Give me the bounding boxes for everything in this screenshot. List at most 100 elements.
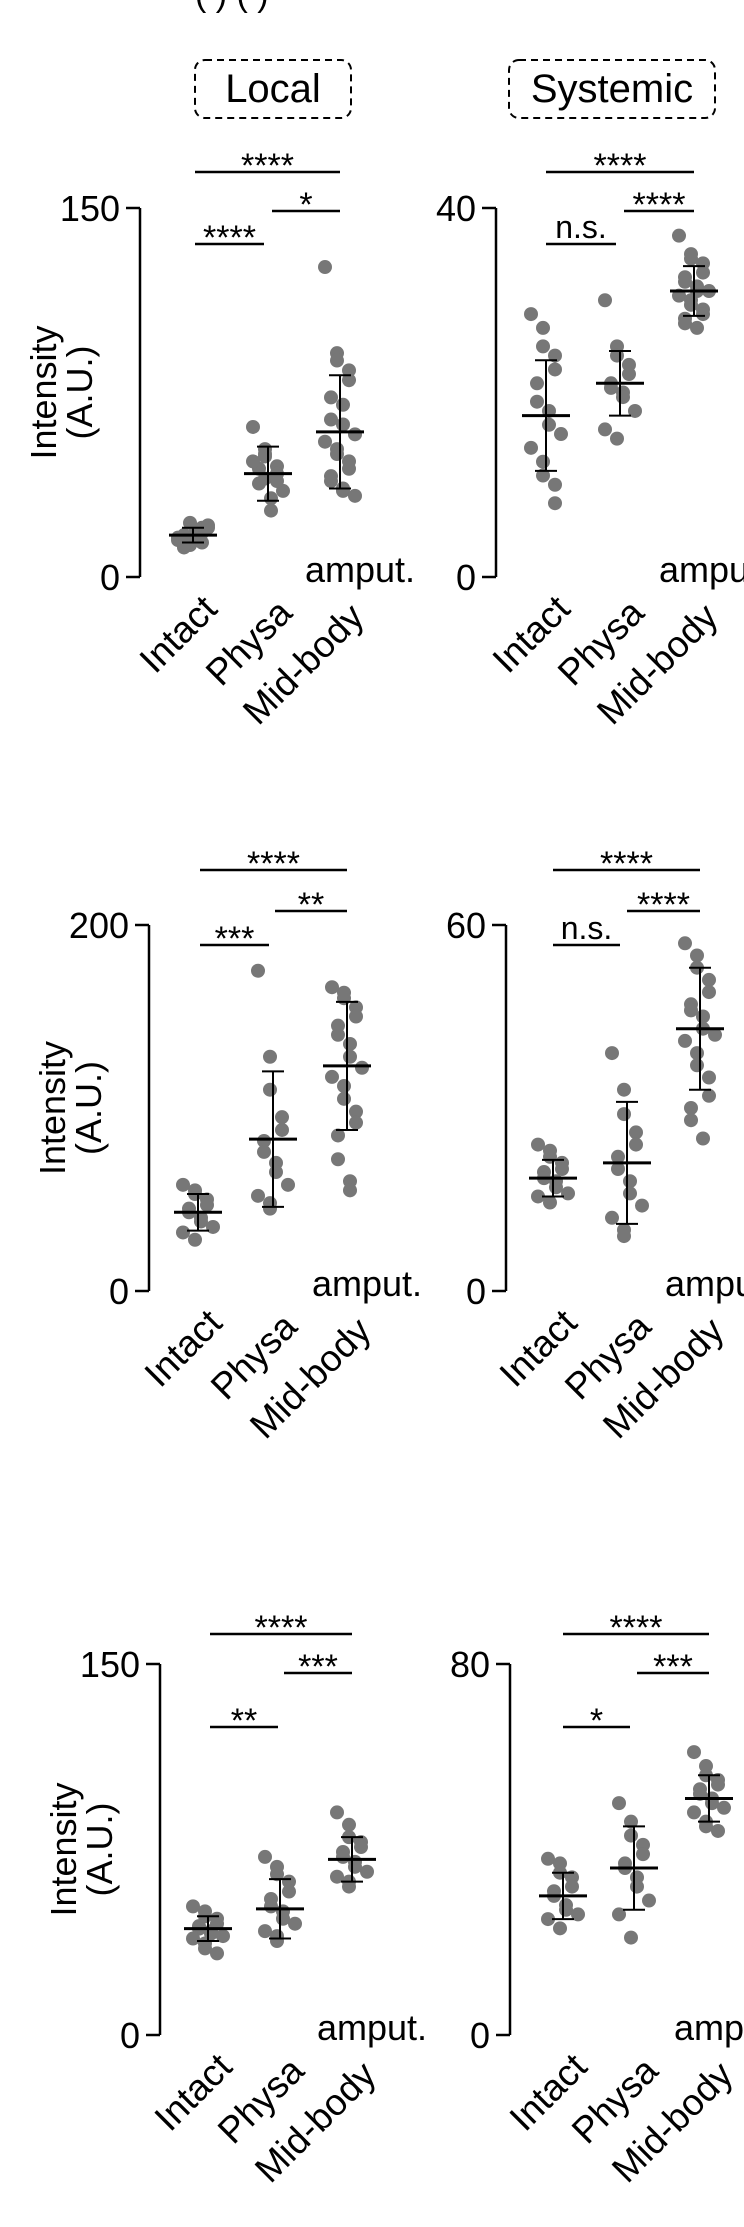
data-point: [258, 1849, 272, 1864]
data-point: [711, 1777, 725, 1792]
data-point: [325, 1069, 339, 1084]
data-point: [360, 1864, 374, 1879]
data-point: [288, 1916, 302, 1931]
data-point: [536, 468, 550, 483]
y-tick-label: 40: [436, 188, 476, 229]
data-point: [536, 454, 550, 469]
data-point: [684, 1101, 698, 1115]
data-point: [617, 1229, 631, 1244]
column-header-local-label: Local: [225, 67, 321, 111]
data-point: [348, 1859, 362, 1874]
data-point: [684, 251, 698, 266]
amput-label: amput.: [312, 1263, 422, 1304]
significance-label: ***: [215, 920, 255, 958]
data-point: [343, 1049, 357, 1064]
data-point: [543, 1149, 557, 1164]
data-point: [553, 1921, 567, 1936]
data-point: [177, 538, 191, 553]
data-point: [548, 477, 562, 492]
data-point: [331, 1152, 345, 1167]
data-point: [281, 1177, 295, 1192]
significance-label: ****: [594, 147, 647, 185]
data-point: [258, 447, 272, 461]
data-point: [711, 1823, 725, 1838]
data-point: [264, 1899, 278, 1914]
data-point: [275, 1122, 289, 1137]
data-point: [200, 1197, 214, 1212]
data-point: [561, 1186, 575, 1201]
significance-label: *: [299, 186, 312, 224]
data-point: [210, 1946, 224, 1961]
significance-label: ***: [298, 1648, 338, 1686]
data-point: [617, 1107, 631, 1122]
data-point: [188, 1232, 202, 1247]
data-point: [696, 307, 710, 322]
data-point: [282, 1884, 296, 1899]
data-point: [612, 1796, 626, 1811]
data-point: [702, 985, 716, 1000]
data-point: [690, 1058, 704, 1073]
data-point: [678, 936, 692, 951]
data-point: [337, 1079, 351, 1094]
data-point: [282, 1874, 296, 1889]
significance-label: ****: [241, 147, 294, 185]
data-point: [624, 1930, 638, 1945]
data-point: [330, 1805, 344, 1820]
data-point: [696, 1009, 710, 1024]
column-header-systemic-box: [508, 59, 716, 119]
data-point: [611, 1149, 625, 1164]
data-point: [717, 1800, 731, 1815]
data-point: [541, 1912, 555, 1927]
data-point: [702, 972, 716, 987]
data-point: [251, 963, 265, 978]
data-point: [624, 1828, 638, 1843]
data-point: [636, 1847, 650, 1862]
significance-label: ****: [633, 186, 686, 224]
data-point: [270, 1934, 284, 1949]
data-point: [263, 1082, 277, 1097]
data-point: [216, 1929, 230, 1944]
data-point: [336, 417, 350, 432]
amput-label: amput.: [674, 2007, 744, 2048]
data-point: [348, 427, 362, 442]
data-point: [678, 1033, 692, 1048]
data-point: [542, 417, 556, 432]
significance-label: **: [231, 1702, 257, 1740]
data-point: [696, 265, 710, 280]
panel-row3-local: 0150Intensity(A.U.)amput.IntactPhysaMid-…: [43, 1609, 427, 2190]
data-point: [612, 1907, 626, 1922]
panels: 0150Intensity(A.U.)amput.IntactPhysaMid-…: [23, 147, 744, 2190]
data-point: [678, 316, 692, 331]
data-point: [325, 980, 339, 995]
data-point: [348, 488, 362, 503]
data-point: [554, 427, 568, 442]
data-point: [530, 394, 544, 409]
data-point: [555, 1162, 569, 1176]
data-point: [678, 274, 692, 289]
y-axis-label: (A.U.): [68, 1061, 109, 1155]
data-point: [524, 307, 538, 322]
cropped-top-text: ( ) ( ): [195, 0, 269, 14]
data-point: [531, 1189, 545, 1204]
column-header-local-box: [194, 59, 352, 119]
data-point: [330, 447, 344, 461]
data-point: [672, 228, 686, 243]
y-axis-label: Intensity: [43, 1782, 84, 1916]
data-point: [343, 1036, 357, 1051]
data-point: [263, 1201, 277, 1216]
data-point: [708, 1027, 722, 1042]
data-point: [624, 1814, 638, 1829]
data-point: [318, 260, 332, 275]
amput-label: amput.: [317, 2007, 427, 2048]
data-point: [598, 293, 612, 308]
y-tick-label: 150: [60, 188, 120, 229]
data-point: [324, 390, 338, 405]
amput-label: amput.: [665, 1263, 744, 1304]
data-point: [355, 1060, 369, 1075]
data-point: [276, 1911, 290, 1926]
y-tick-label: 60: [446, 905, 486, 946]
data-point: [342, 363, 356, 378]
y-tick-label: 0: [466, 1271, 486, 1312]
data-point: [548, 348, 562, 363]
